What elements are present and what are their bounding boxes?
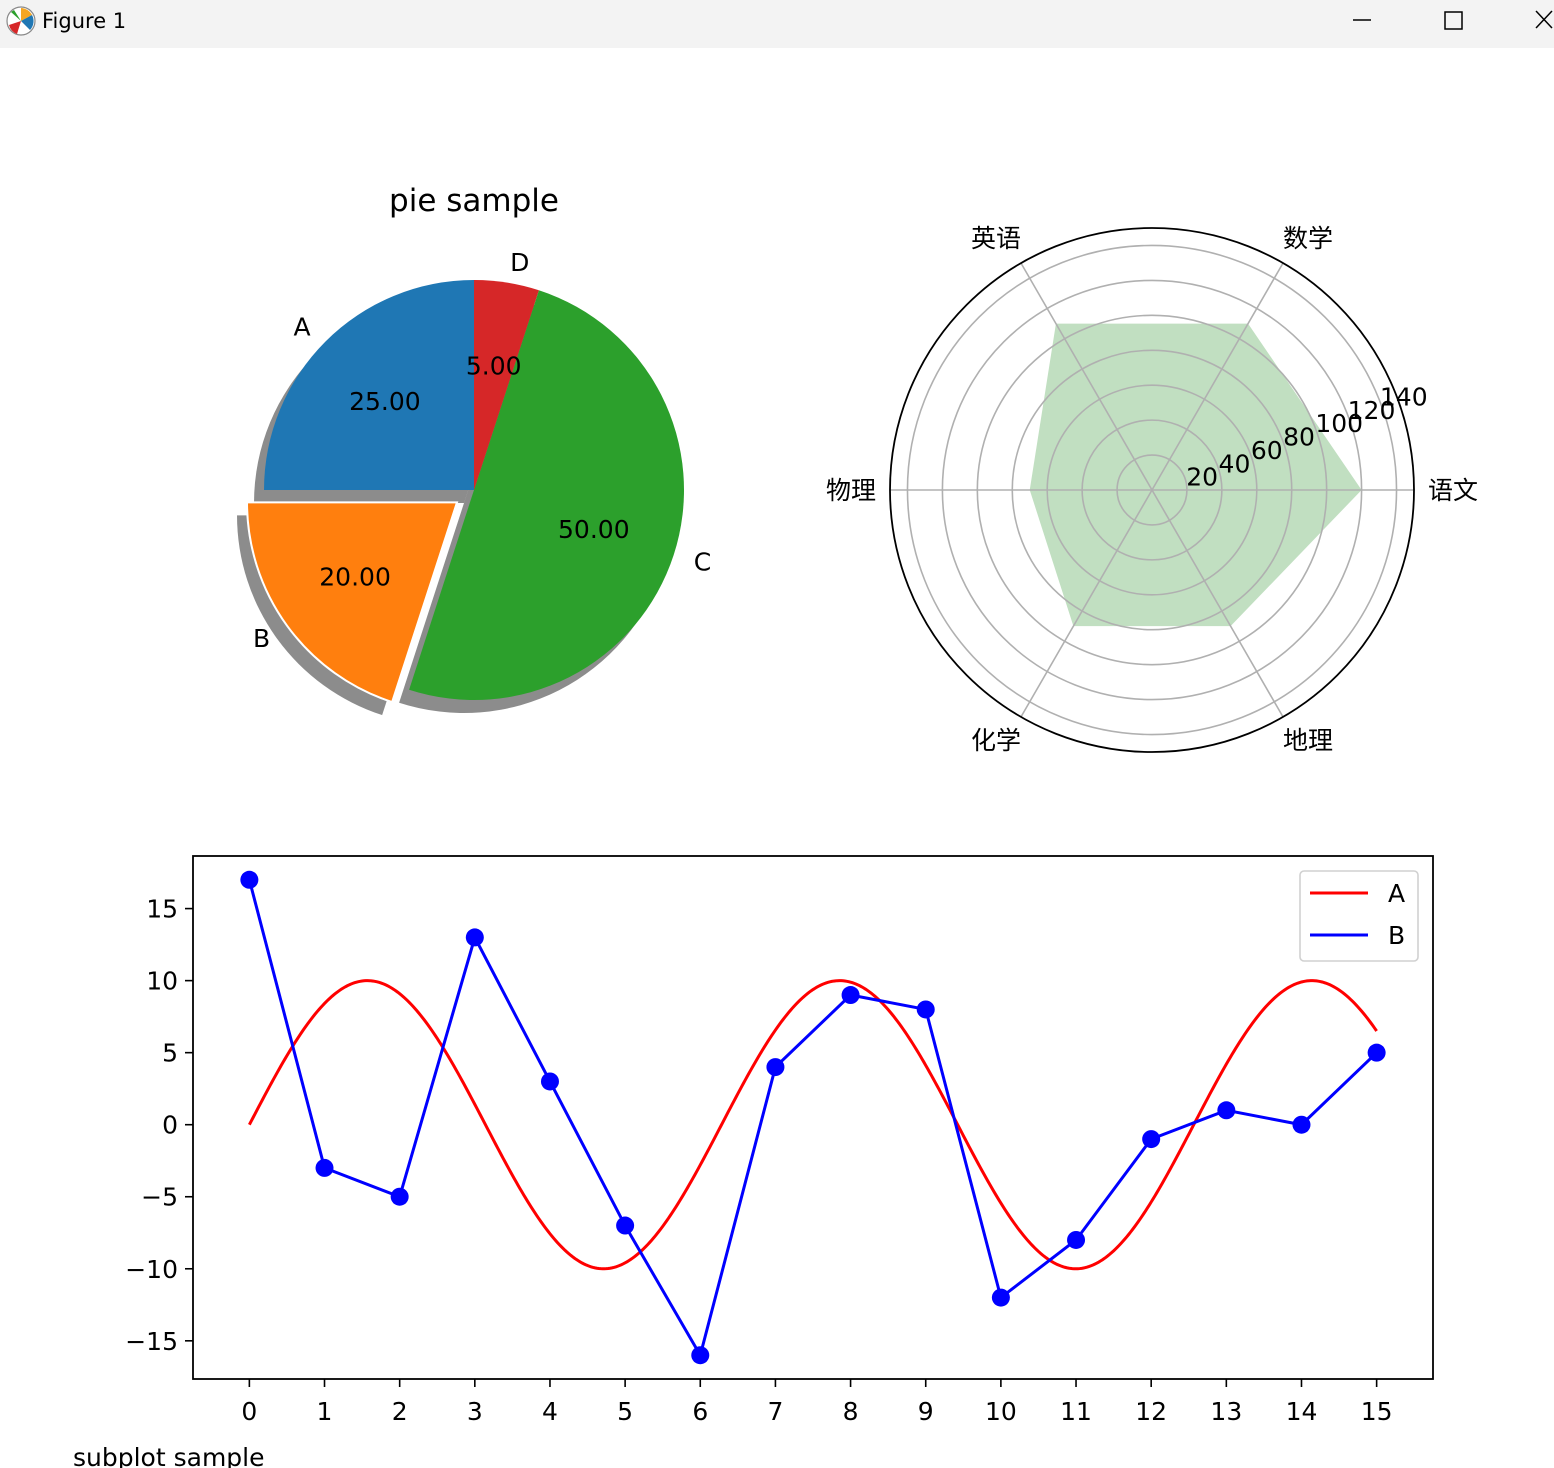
series-B-point-15	[1367, 1043, 1386, 1062]
series-B-point-13	[1217, 1101, 1236, 1120]
radar-frame	[889, 227, 1415, 753]
x-tick-label-0: 0	[241, 1397, 257, 1426]
series-B-line	[247, 879, 1378, 1360]
radar-spoke-2	[1020, 262, 1153, 491]
radar-rtick-140: 140	[1380, 382, 1428, 411]
maximize-icon	[1444, 11, 1463, 30]
series-B-point-8	[841, 986, 860, 1005]
plot-axes-frame	[192, 855, 1434, 1380]
series-B-point-0	[240, 870, 259, 889]
minimize-button[interactable]	[1332, 0, 1392, 44]
x-tick-label-8: 8	[843, 1397, 859, 1426]
window-title: Figure 1	[42, 9, 127, 33]
series-B-point-14	[1292, 1115, 1311, 1134]
series-B-point-11	[1067, 1230, 1086, 1249]
series-B-point-9	[916, 1000, 935, 1019]
series-B-point-7	[766, 1058, 785, 1077]
series-A-line	[248, 979, 1378, 1271]
radar-rtick-40: 40	[1219, 449, 1251, 478]
pie-wedge-C	[409, 290, 685, 700]
series-B-point-4	[540, 1072, 559, 1091]
x-tick-label-15: 15	[1361, 1397, 1393, 1426]
matplotlib-app-icon	[6, 6, 36, 36]
y-tick-label-5: −10	[125, 1255, 178, 1284]
radar-spoke-5	[1151, 489, 1284, 718]
radar-category-3: 物理	[826, 476, 876, 505]
series-B-point-1	[315, 1158, 334, 1177]
pie-label-C: C	[694, 547, 711, 576]
x-tick-label-14: 14	[1286, 1397, 1318, 1426]
radar-category-2: 英语	[971, 224, 1021, 253]
x-tick-label-3: 3	[467, 1397, 483, 1426]
minimize-icon	[1353, 19, 1371, 21]
radar-category-0: 语文	[1428, 476, 1478, 505]
y-tick-label-2: 5	[162, 1039, 178, 1068]
x-tick-label-2: 2	[392, 1397, 408, 1426]
x-tick-label-7: 7	[767, 1397, 783, 1426]
radar-category-5: 地理	[1283, 726, 1333, 755]
x-tick-label-9: 9	[918, 1397, 934, 1426]
pie-value-B: 20.00	[319, 562, 391, 591]
y-tick-label-1: 10	[146, 967, 178, 996]
x-tick-label-4: 4	[542, 1397, 558, 1426]
radar-rtick-120: 120	[1348, 396, 1396, 425]
series-B-point-12	[1142, 1130, 1161, 1149]
pie-label-A: A	[294, 313, 311, 342]
x-tick-label-13: 13	[1210, 1397, 1242, 1426]
pie-title: pie sample	[389, 183, 559, 219]
radar-category-4: 化学	[971, 726, 1021, 755]
y-tick-label-6: −15	[125, 1327, 178, 1356]
pie-wedge-A	[264, 280, 474, 490]
y-tick-label-0: 15	[146, 895, 178, 924]
close-icon	[1535, 10, 1553, 29]
legend-label-A: A	[1388, 879, 1405, 908]
x-tick-label-11: 11	[1060, 1397, 1092, 1426]
pie-value-A: 25.00	[349, 387, 421, 416]
radar-spoke-4	[1020, 489, 1153, 718]
plot-caption: subplot sample	[73, 1443, 265, 1468]
line-chart: 0 1 2 3 4 5 6 7 8 9 10 11 12 13 14 15151050−5−10−15ABsu…	[73, 855, 1434, 1468]
series-B-point-2	[390, 1187, 409, 1206]
y-tick-label-3: 0	[162, 1111, 178, 1140]
x-tick-label-1: 1	[317, 1397, 333, 1426]
maximize-button[interactable]	[1423, 0, 1483, 44]
pie-label-B: B	[253, 624, 270, 653]
series-B-point-6	[691, 1346, 710, 1365]
pie-value-D: 5.00	[466, 352, 522, 381]
x-tick-label-10: 10	[985, 1397, 1017, 1426]
y-tick-label-4: −5	[141, 1183, 178, 1212]
close-button[interactable]	[1494, 0, 1554, 44]
x-tick-label-6: 6	[692, 1397, 708, 1426]
window-titlebar: Figure 1	[0, 0, 1554, 48]
x-tick-label-5: 5	[617, 1397, 633, 1426]
x-tick-label-12: 12	[1135, 1397, 1167, 1426]
series-B-point-3	[465, 928, 484, 947]
radar-rtick-60: 60	[1251, 436, 1283, 465]
pie-label-D: D	[510, 248, 529, 277]
radar-spoke-1	[1151, 262, 1284, 491]
series-B-point-5	[616, 1216, 635, 1235]
radar-rtick-100: 100	[1315, 409, 1363, 438]
legend-label-B: B	[1388, 921, 1405, 950]
pie-chart: pie sample A 25.00 B 20.00 C 50.00 D 5.00	[237, 183, 711, 716]
radar-rtick-80: 80	[1283, 423, 1315, 452]
radar-category-1: 数学	[1283, 224, 1333, 253]
radar-rtick-20: 20	[1186, 463, 1218, 492]
pie-wedge-B	[246, 501, 459, 704]
pie-value-C: 50.00	[558, 515, 630, 544]
series-B-point-10	[991, 1288, 1010, 1307]
pie-wedge-D	[474, 280, 539, 490]
